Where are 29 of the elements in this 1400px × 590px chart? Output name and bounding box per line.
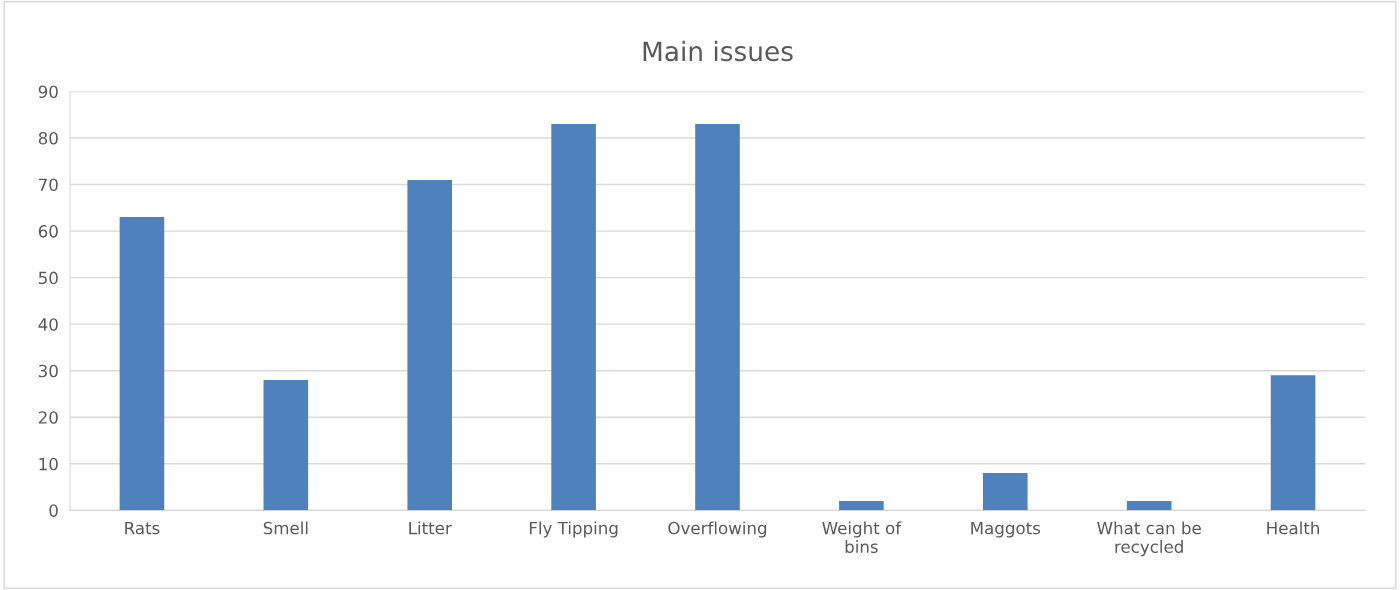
bar — [839, 501, 884, 511]
bar — [695, 124, 740, 511]
chart-title: Main issues — [643, 40, 793, 62]
x-tick-label: Smell — [263, 521, 308, 535]
x-tick-label: Overflowing — [668, 521, 767, 538]
y-tick-label: 60 — [38, 225, 58, 238]
bar — [407, 179, 453, 511]
x-tick-label: Rats — [125, 521, 160, 535]
y-tick-label: 20 — [38, 411, 58, 424]
y-tick-label: 90 — [38, 85, 58, 99]
x-tick-label: Weight of bins — [822, 521, 902, 554]
bar — [1126, 501, 1172, 511]
y-tick-label: 50 — [38, 271, 58, 285]
y-tick-label: 0 — [49, 504, 58, 517]
y-tick-label: 40 — [38, 318, 58, 331]
x-tick-label: Litter — [409, 521, 452, 535]
bar — [551, 124, 596, 511]
bar — [263, 380, 309, 511]
bar — [982, 473, 1028, 511]
y-tick-label: 80 — [38, 131, 58, 145]
x-tick-label: Maggots — [971, 521, 1041, 538]
bar — [1270, 375, 1316, 511]
x-tick-label: What can be recycled — [1097, 521, 1201, 557]
y-tick-label: 30 — [38, 364, 58, 378]
x-tick-label: Fly Tipping — [529, 521, 618, 538]
x-tick-label: Health — [1267, 521, 1319, 535]
y-tick-label: 70 — [39, 178, 58, 192]
bar — [119, 217, 165, 511]
y-tick-label: 10 — [39, 457, 58, 471]
